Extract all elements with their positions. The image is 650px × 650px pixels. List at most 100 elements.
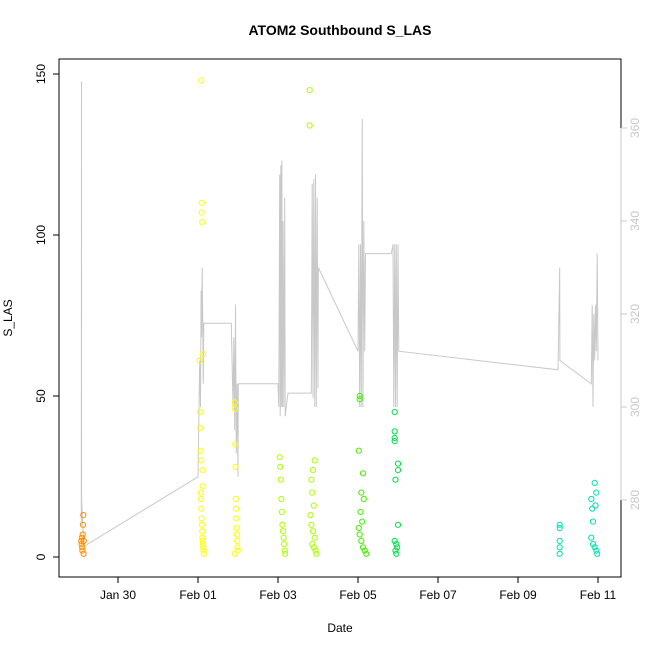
- data-point: [556, 550, 563, 557]
- x-axis: Jan 30 Feb 01 Feb 03 Feb 05 Feb 07 Feb 09 Feb …: [100, 576, 617, 602]
- data-point: [556, 521, 563, 528]
- data-point: [198, 457, 205, 464]
- data-point: [391, 434, 398, 441]
- data-point: [233, 524, 240, 532]
- data-point: [80, 537, 87, 545]
- y-tick-label: 50: [34, 389, 48, 403]
- data-point: [310, 502, 317, 509]
- data-point: [556, 537, 563, 545]
- data-point: [279, 521, 286, 528]
- data-point: [393, 541, 400, 548]
- data-point: [355, 447, 362, 454]
- data-point: [232, 463, 239, 470]
- data-point: [591, 544, 598, 551]
- data-point: [196, 357, 203, 364]
- data-point: [197, 425, 204, 432]
- data-point: [198, 209, 205, 216]
- x-tick-label: Feb 11: [580, 588, 617, 602]
- data-point: [394, 460, 402, 467]
- y-axis: 0 50 100 150: [34, 64, 60, 560]
- data-point: [306, 122, 313, 129]
- data-point: [361, 547, 368, 554]
- data-point: [394, 521, 402, 528]
- data-point: [588, 495, 595, 503]
- data-point: [199, 528, 206, 535]
- data-point: [309, 489, 316, 496]
- data-point: [358, 489, 365, 496]
- y-tick-label: 0: [34, 553, 48, 560]
- data-point: [309, 528, 317, 535]
- secondary-line: [80, 81, 599, 548]
- data-point: [234, 544, 241, 551]
- data-point: [231, 399, 238, 406]
- data-point: [308, 476, 315, 483]
- data-point: [78, 537, 85, 545]
- data-point: [592, 502, 599, 509]
- data-point: [591, 479, 598, 486]
- data-point: [594, 550, 601, 557]
- data-point: [79, 547, 86, 554]
- y2-tick-label: 360: [628, 118, 642, 138]
- data-point: [198, 495, 205, 503]
- data-point: [234, 547, 241, 554]
- data-point: [589, 505, 596, 512]
- y-axis-label: S_LAS: [1, 299, 15, 336]
- data-point: [197, 489, 204, 496]
- secondary-line-layer: [80, 81, 599, 548]
- data-point: [311, 457, 318, 464]
- data-point: [233, 505, 240, 512]
- data-point: [200, 544, 207, 551]
- data-point: [232, 495, 239, 503]
- data-point: [200, 547, 207, 554]
- data-point: [198, 515, 205, 522]
- data-point: [391, 428, 398, 435]
- data-point: [199, 483, 206, 490]
- data-point: [281, 547, 288, 554]
- data-point: [199, 541, 207, 548]
- x-tick-label: Feb 09: [499, 588, 537, 602]
- data-point: [276, 454, 283, 461]
- data-point: [309, 541, 316, 548]
- points-layer: [78, 77, 601, 557]
- x-axis-label: Date: [327, 621, 353, 635]
- x-tick-label: Jan 30: [100, 588, 136, 602]
- data-point: [278, 508, 285, 515]
- data-point: [279, 528, 287, 535]
- data-point: [198, 199, 205, 206]
- data-point: [312, 547, 319, 554]
- data-point: [357, 508, 364, 515]
- data-point: [393, 550, 400, 557]
- data-point: [199, 351, 207, 358]
- data-point: [231, 405, 238, 412]
- data-point: [234, 537, 241, 545]
- data-point: [391, 409, 398, 416]
- data-point: [282, 550, 289, 557]
- x-tick-label: Feb 07: [419, 588, 457, 602]
- data-point: [277, 463, 284, 470]
- data-point: [359, 470, 367, 477]
- data-point: [310, 544, 317, 551]
- data-point: [198, 521, 205, 528]
- data-point: [232, 441, 239, 448]
- data-point: [356, 396, 363, 403]
- data-point: [311, 534, 318, 541]
- data-point: [359, 518, 366, 525]
- data-point: [394, 467, 402, 474]
- data-point: [356, 392, 363, 400]
- data-point: [358, 537, 365, 545]
- data-point: [306, 87, 313, 94]
- data-point: [79, 521, 87, 528]
- data-point: [307, 512, 314, 519]
- data-point: [231, 550, 238, 557]
- data-point: [589, 518, 597, 525]
- data-point: [277, 476, 284, 483]
- x-tick-label: Feb 05: [339, 588, 377, 602]
- data-point: [278, 495, 285, 503]
- data-point: [80, 550, 87, 557]
- x-tick-label: Feb 03: [259, 588, 297, 602]
- data-point: [556, 524, 563, 532]
- y-tick-label: 100: [34, 225, 48, 245]
- chart-title: ATOM2 Southbound S_LAS: [248, 22, 431, 38]
- data-point: [79, 544, 86, 551]
